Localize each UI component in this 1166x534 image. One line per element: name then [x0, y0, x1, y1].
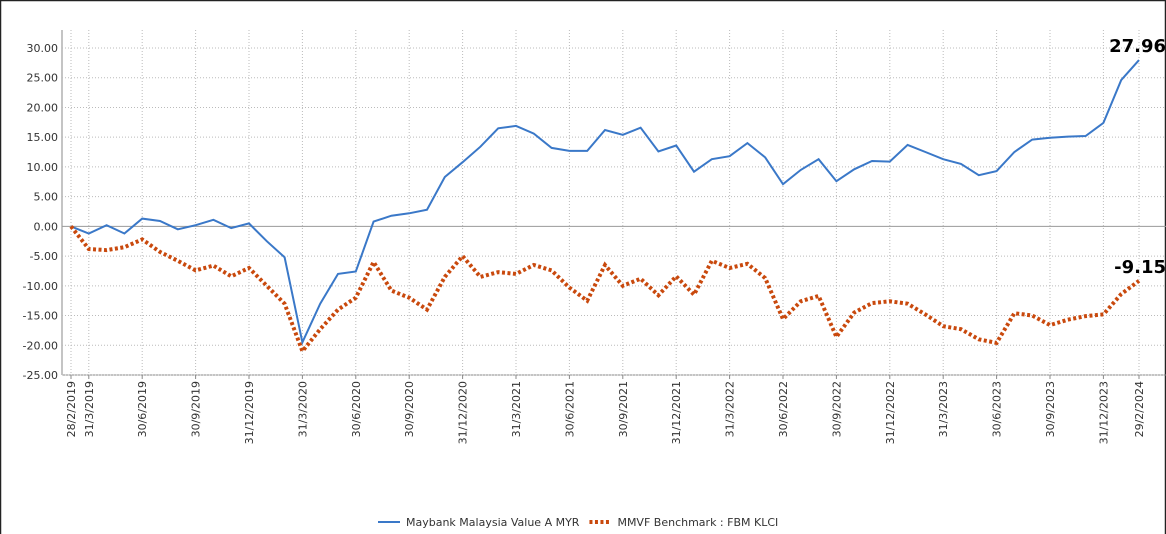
- y-tick-label: 0.00: [34, 220, 59, 233]
- x-tick-label: 30/6/2019: [136, 381, 149, 437]
- y-tick-label: 30.00: [27, 42, 59, 55]
- x-tick-label: 28/2/2019: [65, 381, 78, 437]
- x-tick-label: 30/9/2020: [403, 381, 416, 437]
- x-tick-label: 31/12/2022: [884, 381, 897, 444]
- y-tick-label: -20.00: [23, 339, 58, 352]
- series-line: [70, 59, 1140, 346]
- x-tick-label: 31/12/2021: [670, 381, 683, 444]
- x-tick-label: 30/9/2019: [190, 381, 203, 437]
- x-tick-label: 31/3/2021: [510, 381, 523, 437]
- x-tick-label: 31/12/2023: [1097, 381, 1110, 444]
- x-tick-label: 31/3/2023: [937, 381, 950, 437]
- end-value-label: -9.15: [1114, 257, 1166, 278]
- series-line: [69, 225, 1141, 356]
- x-tick-label: 30/6/2021: [563, 381, 576, 437]
- x-tick-label: 30/6/2022: [777, 381, 790, 437]
- legend-label: MMVF Benchmark : FBM KLCI: [617, 516, 778, 529]
- legend: Maybank Malaysia Value A MYR MMVF Benchma…: [378, 516, 778, 529]
- end-value-label: 27.96: [1109, 36, 1166, 57]
- x-tick-label: 30/6/2023: [991, 381, 1004, 437]
- y-tick-label: 5.00: [34, 191, 59, 204]
- x-tick-label: 31/3/2019: [83, 381, 96, 437]
- x-tick-label: 31/12/2019: [243, 381, 256, 444]
- x-tick-label: 30/9/2023: [1044, 381, 1057, 437]
- x-tick-label: 30/6/2020: [350, 381, 363, 437]
- y-tick-label: 25.00: [27, 72, 59, 85]
- y-tick-label: 20.00: [27, 101, 59, 114]
- y-tick-label: 10.00: [27, 161, 59, 174]
- legend-label: Maybank Malaysia Value A MYR: [406, 516, 580, 529]
- x-tick-label: 29/2/2024: [1133, 381, 1146, 437]
- x-tick-label: 31/12/2020: [457, 381, 470, 444]
- y-tick-label: 15.00: [27, 131, 59, 144]
- x-tick-label: 30/9/2022: [830, 381, 843, 437]
- y-tick-label: -5.00: [30, 250, 58, 263]
- y-tick-label: -10.00: [23, 280, 58, 293]
- y-tick-label: -25.00: [23, 369, 58, 382]
- x-tick-label: 31/3/2020: [296, 381, 309, 437]
- x-tick-label: 31/3/2022: [724, 381, 737, 437]
- x-tick-label: 30/9/2021: [617, 381, 630, 437]
- y-tick-label: -15.00: [23, 310, 58, 323]
